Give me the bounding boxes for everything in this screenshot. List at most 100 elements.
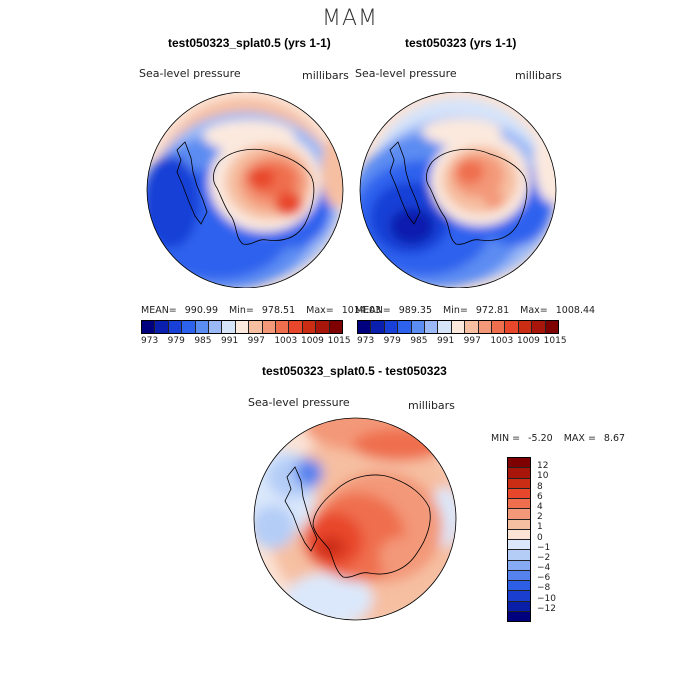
map2-colorbar-swatch (398, 321, 412, 333)
diff-colorbar-swatch (508, 591, 530, 602)
map2-colorbar-swatch (451, 321, 466, 333)
map2-colorbar-ticks: 973 979 985 991 997 1003 1009 1015 (357, 336, 573, 348)
map1-antarctica-coastline (176, 141, 315, 245)
map2-colorbar-swatch (371, 321, 385, 333)
map1-colorbar-tick-label: 997 (247, 336, 265, 346)
map1-colorbar-swatch (142, 321, 156, 333)
diff-map-antarctica-coastline (284, 466, 431, 578)
map2-min: 972.81 (475, 305, 510, 316)
map1-colorbar-tick-label: 1003 (274, 336, 298, 346)
map1-colorbar-swatch (155, 321, 169, 333)
diff-map-colorbar (507, 457, 531, 622)
map2-colorbar-tick-label: 1015 (543, 336, 567, 346)
map1-min: 978.51 (261, 305, 296, 316)
diff-map-title: test050323_splat0.5 - test050323 (262, 364, 447, 378)
diff-colorbar-tick-label: 4 (537, 501, 543, 512)
map2-colorbar-swatch (518, 321, 533, 333)
diff-colorbar-tick-label: 8 (537, 481, 543, 492)
diff-colorbar-swatch (508, 560, 530, 571)
diff-colorbar-swatch (508, 488, 530, 499)
diff-colorbar-swatch (508, 570, 530, 581)
map1-colorbar-tick-label: 991 (221, 336, 239, 346)
diff-colorbar-tick-label: −2 (537, 552, 551, 563)
map2-colorbar-swatch (438, 321, 452, 333)
map1-stats: MEAN= 990.99 Min= 978.51 Max= 1014.03 (141, 305, 382, 316)
map2-colorbar-tick-label: 1003 (490, 336, 514, 346)
diff-colorbar-swatch (508, 581, 530, 592)
diff-map-min: -5.20 (528, 433, 553, 444)
map1-colorbar-tick-label: 985 (194, 336, 212, 346)
map1-polar-plot (146, 92, 344, 288)
map2-colorbar-swatch (492, 321, 506, 333)
diff-colorbar-tick-label: −12 (537, 603, 556, 614)
map1-colorbar-swatch (249, 321, 263, 333)
diff-colorbar-swatch (508, 611, 530, 621)
map2-colorbar-swatch (465, 321, 479, 333)
map2-units-label: millibars (515, 69, 562, 82)
map2-variable-label: Sea-level pressure (355, 67, 457, 80)
diff-colorbar-tick-label: −1 (537, 542, 551, 553)
map1-colorbar-tick-label: 1015 (327, 336, 351, 346)
diff-colorbar-tick-label: 6 (537, 491, 543, 502)
diff-colorbar-swatch (508, 499, 530, 510)
diff-colorbar-swatch (508, 529, 530, 540)
map1-colorbar-swatch (302, 321, 317, 333)
season-title: MAM (321, 6, 378, 31)
map1-max: 1014.03 (341, 305, 382, 316)
map2-colorbar-swatch (411, 321, 426, 333)
diff-colorbar-swatch (508, 509, 530, 520)
map1-colorbar-tick-label: 973 (141, 336, 159, 346)
map1-colorbar-swatch (262, 321, 277, 333)
diff-colorbar-swatch (508, 601, 530, 612)
diff-colorbar-tick-label: −10 (537, 593, 556, 604)
diff-colorbar-swatch (508, 540, 530, 551)
map1-slp-field (147, 92, 343, 288)
diff-colorbar-tick-label: −4 (537, 563, 551, 574)
map2-colorbar-swatch (505, 321, 519, 333)
map2-colorbar-tick-label: 985 (410, 336, 428, 346)
map1-colorbar-swatch (276, 321, 290, 333)
map1-colorbar-swatch (316, 321, 330, 333)
map2-colorbar (357, 320, 559, 334)
map1-colorbar-swatch (222, 321, 236, 333)
map2-max: 1008.44 (555, 305, 596, 316)
diff-map-colorbar-ticks: 12 10 8 6 4 2 1 0 −1 −2 −4 −6 −8 −10 −12 (537, 457, 577, 620)
diff-colorbar-swatch (508, 550, 530, 561)
map1-colorbar-swatch (289, 321, 303, 333)
map2-colorbar-tick-label: 991 (437, 336, 455, 346)
map1-variable-label: Sea-level pressure (139, 67, 241, 80)
diff-colorbar-tick-label: −6 (537, 573, 551, 584)
map1-title: test050323_splat0.5 (yrs 1-1) (168, 36, 331, 50)
map2-slp-field (360, 92, 556, 288)
map1-mean: 990.99 (184, 305, 219, 316)
map2-title: test050323 (yrs 1-1) (405, 36, 517, 50)
map1-colorbar (141, 320, 343, 334)
map2-stats: MEAN= 989.35 Min= 972.81 Max= 1008.44 (355, 305, 596, 316)
diff-colorbar-tick-label: 1 (537, 522, 543, 533)
map1-colorbar-tick-label: 1009 (301, 336, 324, 346)
diff-colorbar-tick-label: −8 (537, 583, 551, 594)
map2-colorbar-swatch (384, 321, 399, 333)
map2-antarctica-coastline (389, 141, 528, 245)
diff-colorbar-swatch (508, 458, 530, 469)
diff-map-variable-label: Sea-level pressure (248, 396, 350, 409)
map2-colorbar-swatch (358, 321, 372, 333)
map1-colorbar-ticks: 973 979 985 991 997 1003 1009 1015 (141, 336, 357, 348)
diff-colorbar-tick-label: 2 (537, 512, 543, 523)
diff-colorbar-swatch (508, 478, 530, 489)
diff-colorbar-tick-label: 10 (537, 471, 549, 482)
map2-colorbar-swatch (545, 321, 559, 333)
map1-units-label: millibars (302, 69, 349, 82)
map1-colorbar-swatch (235, 321, 250, 333)
diff-colorbar-tick-label: 0 (537, 532, 543, 543)
map1-colorbar-swatch (329, 321, 343, 333)
diff-colorbar-swatch (508, 519, 530, 530)
map1-colorbar-swatch (182, 321, 196, 333)
map2-colorbar-swatch (478, 321, 493, 333)
map2-colorbar-swatch (425, 321, 439, 333)
map2-colorbar-tick-label: 1009 (517, 336, 540, 346)
diff-map-max: 8.67 (603, 433, 626, 444)
diff-colorbar-tick-label: 12 (537, 461, 549, 472)
map2-mean: 989.35 (398, 305, 433, 316)
map1-colorbar-swatch (168, 321, 183, 333)
